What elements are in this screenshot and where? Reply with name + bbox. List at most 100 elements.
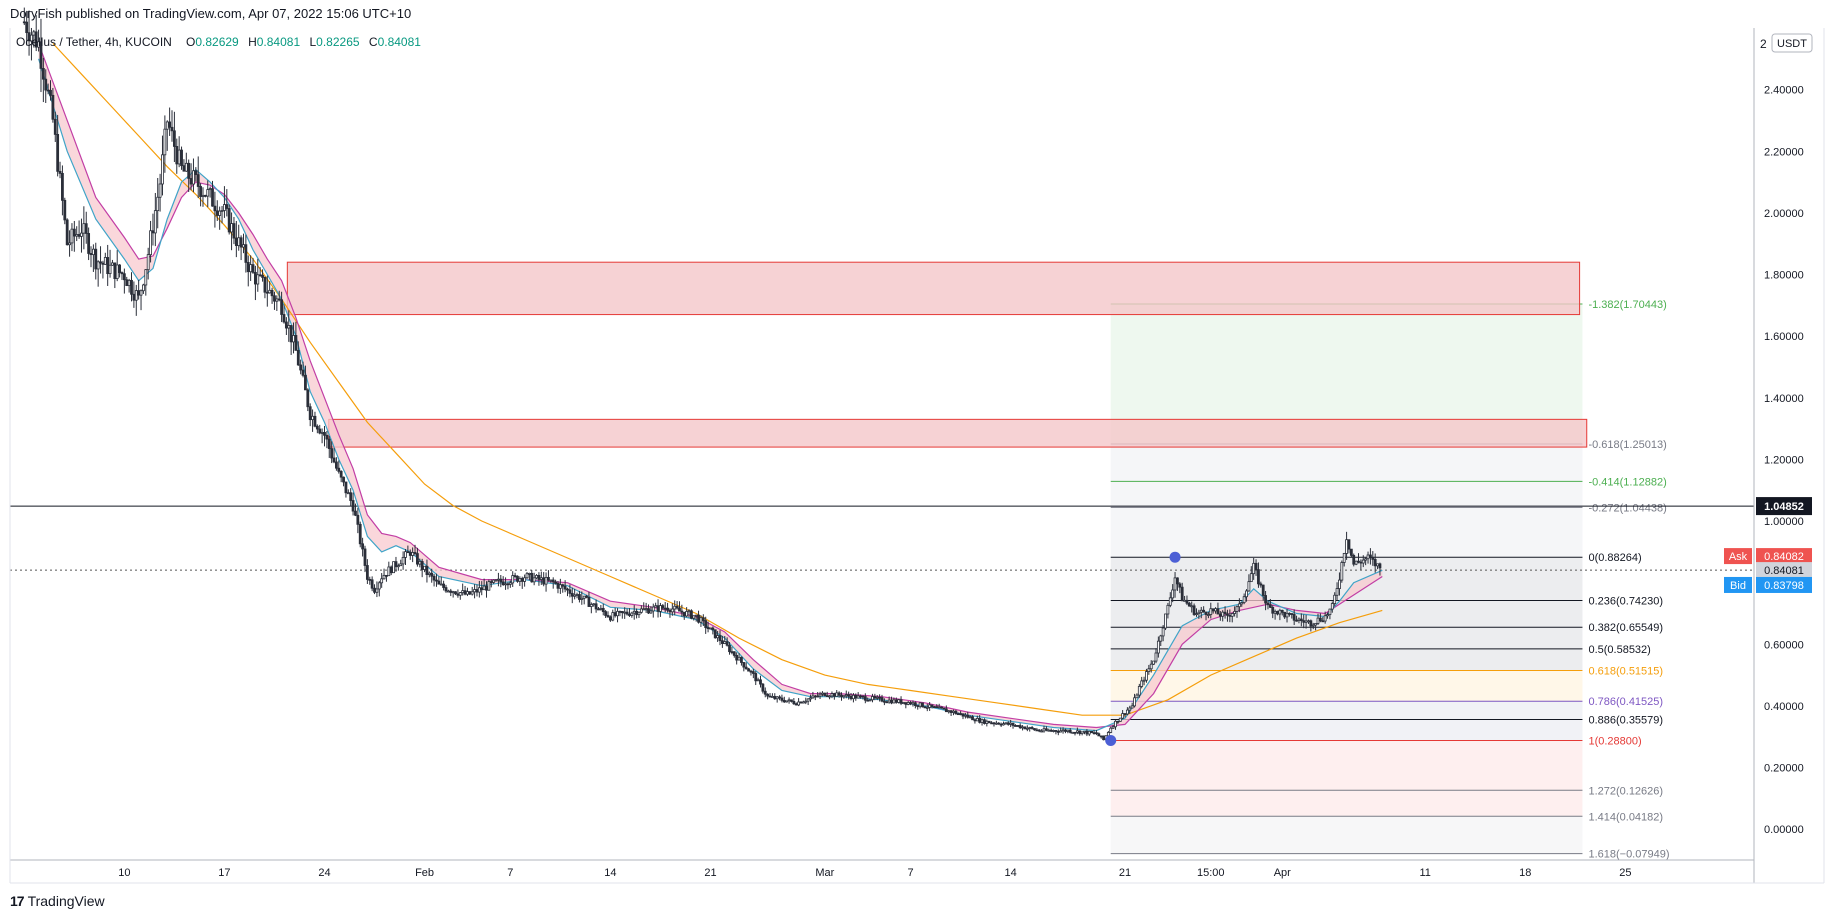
candle-body xyxy=(1283,611,1287,618)
currency-label[interactable]: USDT xyxy=(1777,38,1807,50)
supply-zone[interactable] xyxy=(328,418,1588,448)
candle-body xyxy=(921,702,924,708)
candle-body xyxy=(887,699,891,703)
candle-body xyxy=(246,261,250,273)
candle-body xyxy=(1254,562,1258,571)
currency-badge-box[interactable] xyxy=(1771,33,1813,53)
candle-body xyxy=(947,710,951,713)
candle-body xyxy=(687,610,691,613)
candle-body xyxy=(82,223,86,234)
candle-body xyxy=(153,210,157,234)
fib-anchor-point[interactable] xyxy=(1169,551,1181,563)
bid-label-box xyxy=(1724,576,1752,593)
candle-body xyxy=(265,291,269,294)
candle-body xyxy=(1135,694,1139,699)
candle-body xyxy=(170,126,174,132)
fib-level-label: 0.382(0.65549) xyxy=(1588,622,1663,634)
footer-brand[interactable]: TradingView xyxy=(27,893,105,909)
candle-body xyxy=(1378,563,1382,569)
candle-body xyxy=(175,146,179,165)
candle-body xyxy=(585,595,588,598)
candle-body xyxy=(458,592,462,596)
fib-level-label: 1.618(−0.07949) xyxy=(1588,849,1669,861)
candle-body xyxy=(916,705,920,707)
candle-body xyxy=(1376,563,1379,567)
candle-body xyxy=(430,572,434,577)
candle-body xyxy=(218,210,222,216)
fib-anchor-point[interactable] xyxy=(1105,734,1117,746)
candle-body xyxy=(1071,731,1075,734)
candle-body xyxy=(1025,727,1029,730)
candle-body xyxy=(892,699,896,704)
fib-anchors[interactable] xyxy=(1105,551,1181,746)
candle-body xyxy=(375,588,379,593)
candle-body xyxy=(554,581,557,584)
x-tick-label: 25 xyxy=(1619,867,1631,879)
bid-price-tag xyxy=(1756,576,1812,593)
candle-body xyxy=(287,325,291,329)
candle-body xyxy=(115,264,119,279)
candle-body xyxy=(868,699,872,702)
candle-body xyxy=(1335,588,1339,596)
x-tick-label: 21 xyxy=(1119,867,1131,879)
candle-body xyxy=(1242,596,1246,603)
candle-body xyxy=(239,237,243,248)
candle-body xyxy=(904,702,908,705)
x-tick-label: 10 xyxy=(118,867,130,879)
supply-zone[interactable] xyxy=(286,261,1581,316)
candle-body xyxy=(358,523,362,545)
candle-body xyxy=(782,699,786,703)
candle-body xyxy=(68,242,71,246)
currency-badge[interactable]: 2 USDT xyxy=(1760,33,1813,53)
candle-body xyxy=(1221,611,1225,617)
symbol-title[interactable]: Ocellus / Tether, 4h, KUCOIN xyxy=(16,35,172,49)
candle-body xyxy=(437,580,441,585)
candle-body xyxy=(971,716,974,721)
ask-price-tag xyxy=(1756,548,1812,565)
candle-body xyxy=(127,279,131,287)
candle-body xyxy=(1173,577,1177,591)
candle-body xyxy=(556,582,560,589)
candle-body xyxy=(1061,729,1065,732)
candle-body xyxy=(132,293,136,301)
candle-body xyxy=(1285,612,1289,618)
candle-body xyxy=(101,262,105,265)
horizontal-lines[interactable] xyxy=(10,505,1754,571)
legend[interactable]: Ocellus / Tether, 4h, KUCOIN O0.82629 H0… xyxy=(16,35,421,49)
candle-body xyxy=(1097,733,1101,737)
candle-body xyxy=(575,594,579,596)
candle-body xyxy=(368,579,372,581)
candle-body xyxy=(735,654,739,661)
tradingview-logo-icon[interactable]: 17 xyxy=(10,893,25,909)
candle-body xyxy=(952,710,955,713)
candle-body xyxy=(611,612,615,621)
axes[interactable] xyxy=(9,28,1825,884)
candle-body xyxy=(1261,584,1265,596)
candle-body xyxy=(56,134,60,172)
bid-label: Bid xyxy=(1730,580,1746,592)
candle-body xyxy=(1226,613,1229,616)
publish-line: DoryFish published on TradingView.com, A… xyxy=(10,6,412,21)
candle-body xyxy=(473,589,476,593)
candle-body xyxy=(203,194,207,197)
candle-body xyxy=(630,612,634,616)
candle-body xyxy=(923,706,927,709)
candle-body xyxy=(1247,581,1251,592)
candle-body xyxy=(408,551,412,556)
high-label: H xyxy=(248,35,257,49)
candle-body xyxy=(253,271,257,285)
candle-body xyxy=(1102,735,1105,741)
candle-body xyxy=(404,551,407,558)
candle-body xyxy=(263,276,267,293)
candle-body xyxy=(1128,707,1132,711)
supply-zones[interactable] xyxy=(286,261,1588,448)
candle-body xyxy=(956,713,960,716)
candle-body xyxy=(1176,577,1179,585)
candle-body xyxy=(139,290,143,296)
candles xyxy=(22,7,1382,742)
footer[interactable]: 17 TradingView xyxy=(10,893,105,909)
candle-body xyxy=(206,189,210,197)
candle-body xyxy=(1130,705,1134,709)
candle-body xyxy=(549,579,553,582)
